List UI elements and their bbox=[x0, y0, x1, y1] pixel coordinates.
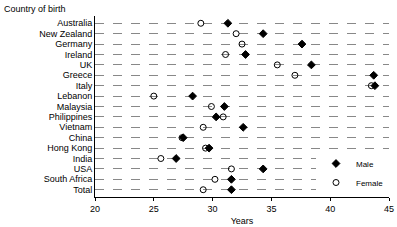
svg-text:USA: USA bbox=[74, 164, 93, 174]
svg-text:25: 25 bbox=[149, 204, 159, 214]
svg-text:Hong Kong: Hong Kong bbox=[47, 143, 92, 153]
svg-text:Malaysia: Malaysia bbox=[57, 102, 93, 112]
svg-text:Italy: Italy bbox=[76, 81, 93, 91]
svg-text:Greece: Greece bbox=[63, 70, 93, 80]
svg-text:New Zealand: New Zealand bbox=[39, 29, 92, 39]
svg-text:20: 20 bbox=[90, 204, 100, 214]
svg-text:30: 30 bbox=[208, 204, 218, 214]
svg-text:South Africa: South Africa bbox=[44, 174, 93, 184]
svg-text:Lebanon: Lebanon bbox=[57, 91, 92, 101]
svg-text:Germany: Germany bbox=[55, 39, 93, 49]
svg-text:Years: Years bbox=[231, 216, 254, 226]
svg-text:Total: Total bbox=[73, 185, 92, 195]
svg-text:40: 40 bbox=[325, 204, 335, 214]
svg-text:Male: Male bbox=[356, 160, 374, 169]
svg-text:35: 35 bbox=[266, 204, 276, 214]
svg-text:Vietnam: Vietnam bbox=[59, 122, 92, 132]
svg-text:Female: Female bbox=[356, 179, 383, 188]
svg-text:China: China bbox=[69, 133, 93, 143]
svg-text:Ireland: Ireland bbox=[65, 50, 93, 60]
svg-text:Country of birth: Country of birth bbox=[4, 4, 66, 14]
svg-text:Philippines: Philippines bbox=[49, 112, 93, 122]
svg-text:India: India bbox=[73, 154, 93, 164]
svg-text:45: 45 bbox=[384, 204, 394, 214]
svg-text:Australia: Australia bbox=[57, 18, 92, 28]
svg-text:UK: UK bbox=[80, 60, 93, 70]
